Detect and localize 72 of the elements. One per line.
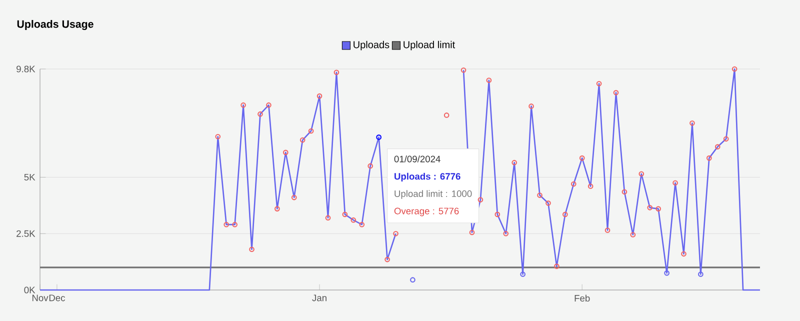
point	[308, 128, 314, 134]
point	[681, 251, 686, 257]
legend-label: Uploads	[354, 40, 390, 50]
point	[520, 272, 526, 277]
x-tick-label: Nov	[32, 294, 48, 302]
point	[546, 200, 551, 206]
point	[613, 90, 619, 96]
y-tick-label: 0K	[24, 286, 36, 294]
point	[368, 163, 374, 169]
point	[266, 102, 272, 108]
point	[638, 171, 644, 177]
annotation: Upload limit : 1000	[394, 190, 472, 199]
y-tick-label: 9.8K	[16, 66, 36, 72]
point	[486, 78, 492, 83]
point	[316, 93, 322, 99]
point	[359, 222, 365, 228]
annotation: Uploads : 6776	[394, 172, 460, 182]
point	[334, 70, 340, 76]
point	[444, 112, 450, 118]
point	[249, 246, 254, 252]
point	[384, 256, 390, 262]
point	[664, 270, 670, 276]
point	[376, 134, 382, 140]
point	[478, 197, 484, 202]
point	[460, 67, 466, 73]
point	[503, 230, 509, 236]
point	[240, 102, 246, 108]
point	[604, 228, 610, 233]
x-tick-label: Feb	[574, 294, 590, 302]
annotation: 01/09/2024	[394, 155, 440, 162]
point	[258, 111, 263, 117]
point	[300, 137, 306, 143]
point	[274, 206, 280, 212]
point	[232, 222, 238, 228]
point	[588, 184, 594, 189]
point	[494, 212, 500, 218]
point	[570, 181, 576, 187]
chart-title: Uploads Usage	[17, 20, 94, 30]
point	[723, 136, 729, 142]
point	[325, 215, 331, 220]
point	[630, 232, 636, 238]
y-tick-label: 5K	[24, 174, 36, 180]
point	[706, 155, 712, 161]
point	[291, 194, 297, 200]
point	[714, 144, 720, 150]
x-tick-label: Dec	[49, 294, 65, 302]
point	[512, 160, 518, 166]
point	[350, 217, 356, 223]
annotation: Overage : 5776	[394, 208, 459, 216]
point	[215, 134, 221, 140]
point	[690, 120, 695, 126]
legend-label: Upload limit	[404, 40, 456, 50]
point	[562, 212, 568, 218]
point	[469, 230, 475, 236]
point	[410, 277, 416, 283]
point	[282, 150, 288, 156]
point	[579, 155, 585, 161]
point	[732, 66, 738, 72]
y-tick-label: 2.5K	[16, 230, 36, 237]
point	[393, 230, 398, 236]
point	[656, 206, 662, 212]
point	[596, 80, 602, 86]
point	[528, 104, 534, 109]
point	[698, 272, 704, 277]
point	[647, 205, 653, 210]
point	[224, 222, 230, 228]
point	[342, 212, 348, 218]
x-tick-label: Jan	[312, 294, 326, 302]
point	[622, 189, 628, 195]
point	[537, 192, 542, 198]
point	[554, 264, 560, 269]
point	[672, 180, 678, 186]
